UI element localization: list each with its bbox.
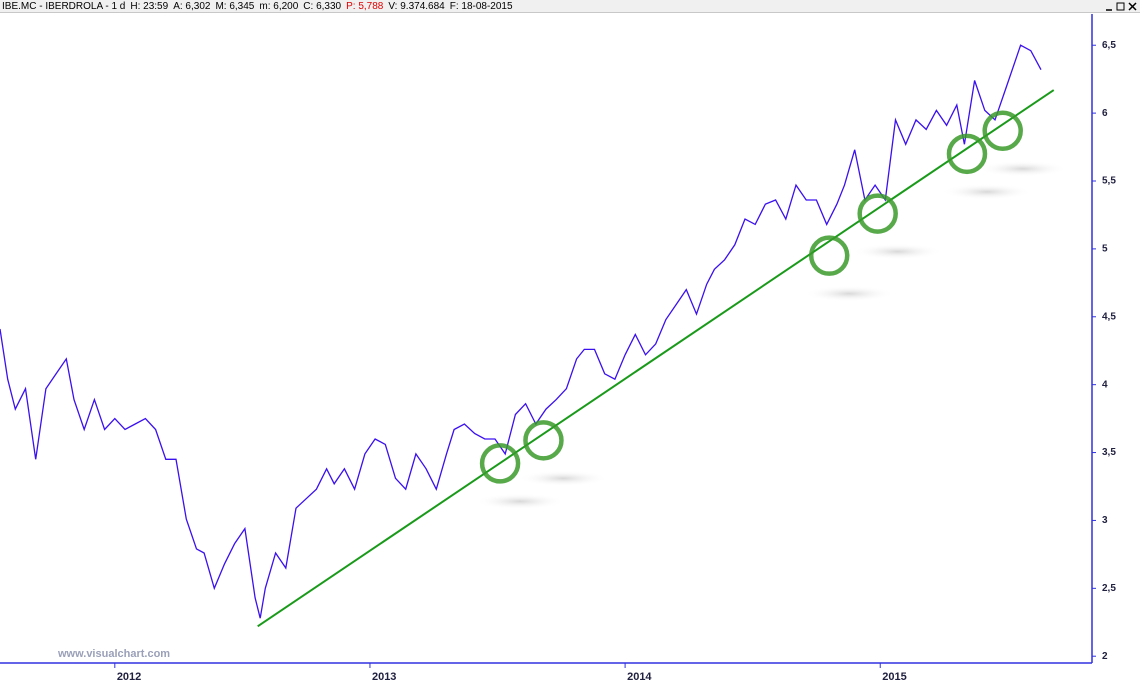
trendline bbox=[257, 89, 1055, 628]
x-tick-label: 2012 bbox=[117, 671, 141, 683]
y-tick-label: 2 bbox=[1102, 651, 1108, 662]
highlight-circle bbox=[479, 443, 521, 484]
circle-shadow bbox=[518, 470, 609, 487]
header-bar: IBE.MC - IBERDROLA - 1 d H: 23:59 A: 6,30… bbox=[0, 0, 1140, 13]
circle-shadow bbox=[852, 243, 943, 260]
y-tick-label: 3 bbox=[1102, 515, 1108, 526]
highlight-circle bbox=[946, 133, 988, 175]
y-tick-label: 6,5 bbox=[1102, 40, 1116, 51]
watermark: www.visualchart.com bbox=[57, 648, 170, 660]
x-tick-label: 2013 bbox=[372, 671, 396, 683]
chart: www.visualchart.com 2 2,5 3 3,5 4 4,5 5 5,5 6 6,5… bbox=[0, 14, 1116, 683]
highlight-circle bbox=[982, 110, 1023, 152]
header-field: A: 6,302 bbox=[173, 1, 211, 12]
circle-shadow bbox=[804, 285, 895, 302]
y-tick-label: 4 bbox=[1102, 379, 1108, 390]
highlight-circle bbox=[857, 193, 898, 234]
highlight-circle bbox=[523, 420, 564, 461]
y-tick-label: 5,5 bbox=[1102, 176, 1116, 187]
x-tick-label: 2014 bbox=[627, 671, 652, 683]
y-tick-label: 3,5 bbox=[1102, 447, 1116, 458]
highlight-circle bbox=[808, 235, 850, 276]
header-field: M: 6,345 bbox=[215, 1, 255, 12]
y-tick-label: 5 bbox=[1102, 244, 1108, 255]
header-field: m: 6,200 bbox=[259, 1, 299, 12]
y-tick-label: 2,5 bbox=[1102, 583, 1116, 594]
x-tick-label: 2015 bbox=[882, 671, 906, 683]
header-field: V: 9.374.684 bbox=[388, 1, 445, 12]
y-tick-label: 4,5 bbox=[1102, 311, 1116, 322]
header-field: H: 23:59 bbox=[130, 1, 169, 12]
header-field: P: 5,788 bbox=[346, 1, 384, 12]
circle-shadow bbox=[475, 493, 566, 510]
window-buttons[interactable] bbox=[1104, 1, 1138, 12]
symbol: IBE.MC - IBERDROLA - 1 d bbox=[2, 1, 126, 12]
circle-shadow bbox=[941, 183, 1032, 200]
circle-shadow bbox=[977, 160, 1068, 177]
price-line bbox=[0, 44, 1042, 619]
y-tick-label: 6 bbox=[1102, 108, 1108, 119]
header-field: F: 18-08-2015 bbox=[449, 1, 513, 12]
header-field: C: 6,330 bbox=[303, 1, 342, 12]
